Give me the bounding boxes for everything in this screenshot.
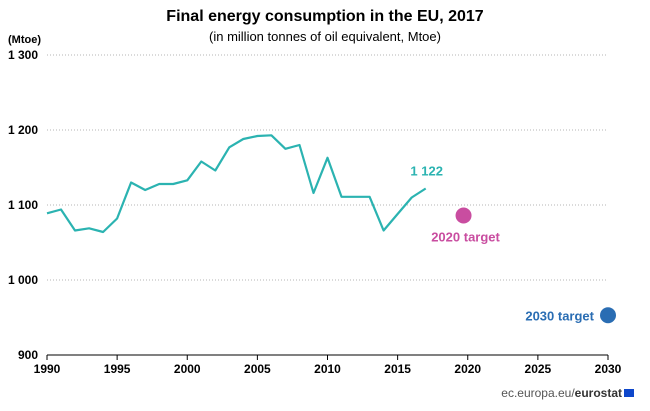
y-tick-label: 900 <box>18 348 38 362</box>
target-point <box>600 307 616 324</box>
source-prefix: ec.europa.eu/ <box>501 386 575 400</box>
series-line <box>46 134 427 234</box>
chart-subtitle: (in million tonnes of oil equivalent, Mt… <box>209 29 441 44</box>
y-tick-label: 1 000 <box>8 273 38 287</box>
y-tick-label: 1 200 <box>8 123 38 137</box>
eu-flag-icon <box>624 389 634 397</box>
source-brand: eurostat <box>574 386 622 400</box>
y-axis-unit: (Mtoe) <box>8 34 41 46</box>
x-tick-label: 2020 <box>454 362 481 376</box>
x-tick-label: 2010 <box>314 362 341 376</box>
source-credit: ec.europa.eu/eurostat <box>501 386 622 400</box>
y-tick-label: 1 100 <box>8 198 38 212</box>
x-tick-label: 2000 <box>174 362 201 376</box>
x-tick-label: 2025 <box>525 362 552 376</box>
x-tick-label: 1995 <box>104 362 131 376</box>
x-tick-label: 2005 <box>244 362 271 376</box>
y-tick-label: 1 300 <box>8 48 38 62</box>
x-tick-label: 1990 <box>34 362 61 376</box>
chart-title: Final energy consumption in the EU, 2017 <box>166 8 484 25</box>
x-tick-label: 2015 <box>384 362 411 376</box>
target-label: 2030 target <box>525 308 594 323</box>
target-label: 2020 target <box>431 230 500 245</box>
last-value-label: 1 122 <box>410 164 443 179</box>
x-tick-label: 2030 <box>595 362 622 376</box>
target-point <box>455 207 472 224</box>
